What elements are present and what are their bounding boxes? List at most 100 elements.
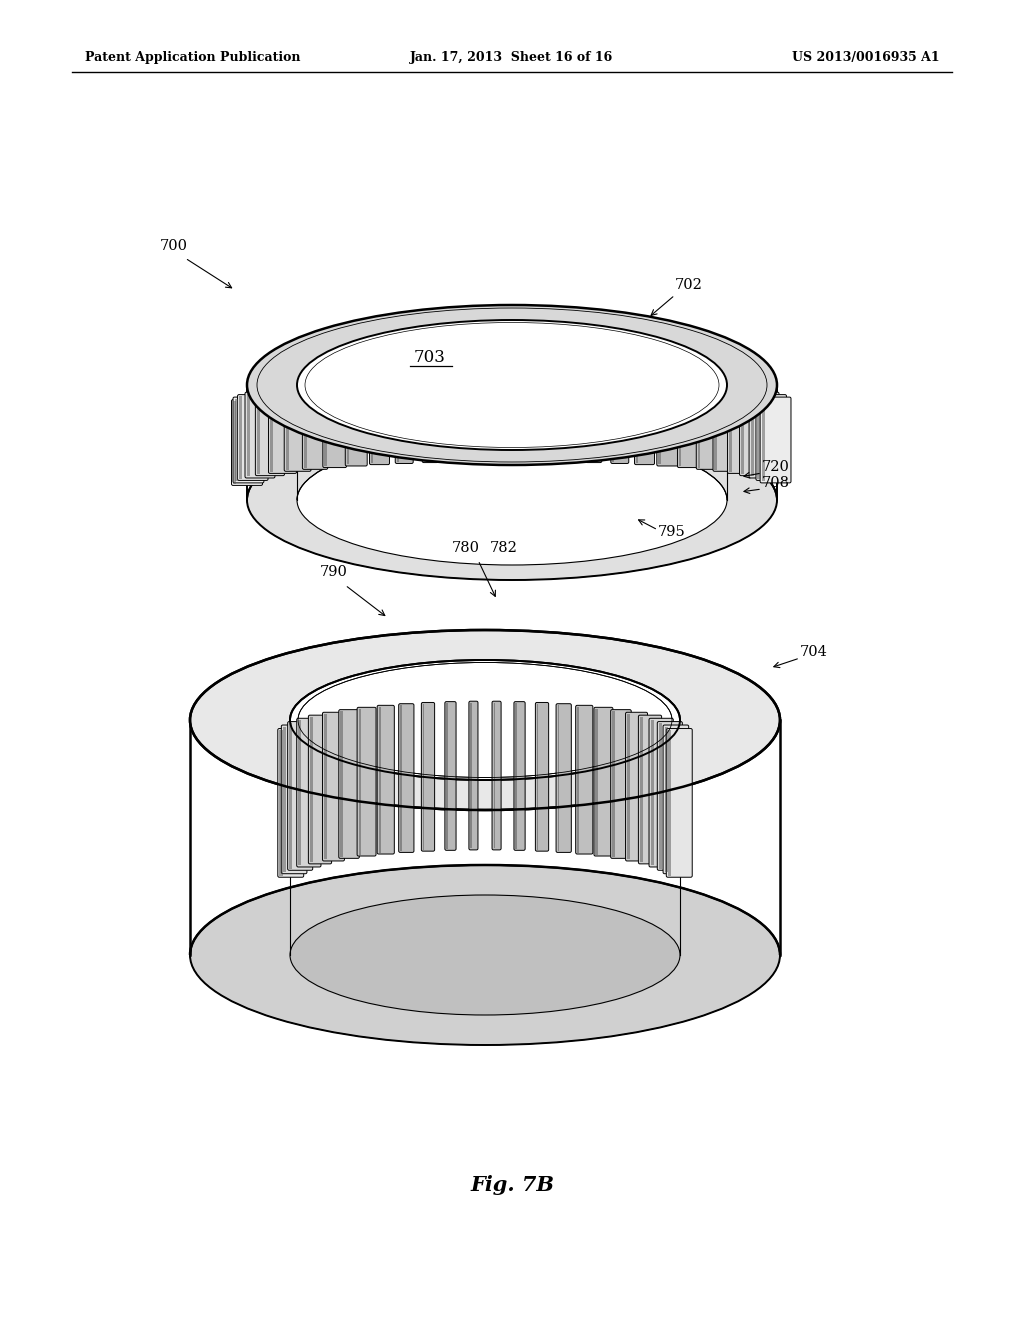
Ellipse shape <box>247 305 777 465</box>
FancyBboxPatch shape <box>377 705 394 854</box>
Bar <box>741 391 744 474</box>
FancyBboxPatch shape <box>285 385 311 471</box>
FancyBboxPatch shape <box>398 704 414 853</box>
Bar <box>751 393 754 477</box>
Bar <box>304 385 306 467</box>
Text: 782: 782 <box>490 541 518 554</box>
Text: 702: 702 <box>675 279 702 292</box>
Bar <box>665 726 668 873</box>
FancyBboxPatch shape <box>678 381 701 467</box>
FancyBboxPatch shape <box>478 376 489 462</box>
FancyBboxPatch shape <box>469 701 478 850</box>
FancyBboxPatch shape <box>233 397 264 483</box>
Bar <box>423 704 424 850</box>
Ellipse shape <box>297 436 727 565</box>
Text: 703: 703 <box>414 350 445 367</box>
Text: Jan. 17, 2013  Sheet 16 of 16: Jan. 17, 2013 Sheet 16 of 16 <box>411 51 613 65</box>
FancyBboxPatch shape <box>610 710 631 858</box>
Text: 708: 708 <box>762 477 790 490</box>
Bar <box>371 380 373 463</box>
Bar <box>247 393 250 477</box>
Bar <box>697 385 700 467</box>
FancyBboxPatch shape <box>492 701 501 850</box>
FancyBboxPatch shape <box>649 718 674 867</box>
Bar <box>668 730 671 875</box>
Bar <box>557 705 559 851</box>
Bar <box>612 379 614 462</box>
Bar <box>396 379 398 462</box>
FancyBboxPatch shape <box>536 702 549 851</box>
FancyBboxPatch shape <box>760 397 791 483</box>
Ellipse shape <box>290 895 680 1015</box>
Bar <box>762 399 765 482</box>
Text: 704: 704 <box>800 645 827 659</box>
Bar <box>658 723 663 869</box>
FancyBboxPatch shape <box>308 715 332 863</box>
Bar <box>729 389 732 473</box>
Bar <box>233 401 237 484</box>
FancyBboxPatch shape <box>444 702 456 850</box>
FancyBboxPatch shape <box>345 380 368 466</box>
FancyBboxPatch shape <box>278 729 304 878</box>
Text: 720: 720 <box>762 459 790 474</box>
Text: 700: 700 <box>160 239 188 253</box>
FancyBboxPatch shape <box>238 395 268 480</box>
FancyBboxPatch shape <box>586 376 602 462</box>
FancyBboxPatch shape <box>339 710 359 858</box>
Text: 795: 795 <box>658 525 686 539</box>
Text: 790: 790 <box>319 565 348 579</box>
FancyBboxPatch shape <box>635 379 654 465</box>
Bar <box>298 719 301 866</box>
Bar <box>379 706 381 853</box>
Bar <box>588 379 589 461</box>
FancyBboxPatch shape <box>268 388 297 474</box>
Bar <box>324 714 327 859</box>
FancyBboxPatch shape <box>422 376 438 462</box>
FancyBboxPatch shape <box>739 389 769 475</box>
Bar <box>612 711 614 857</box>
Bar <box>480 378 481 461</box>
Ellipse shape <box>190 630 780 810</box>
FancyBboxPatch shape <box>575 705 593 854</box>
Text: Fig. 7B: Fig. 7B <box>470 1175 554 1195</box>
FancyBboxPatch shape <box>323 381 346 467</box>
Text: 780: 780 <box>452 541 480 554</box>
FancyBboxPatch shape <box>514 702 525 850</box>
FancyBboxPatch shape <box>727 388 756 474</box>
FancyBboxPatch shape <box>245 392 274 478</box>
FancyBboxPatch shape <box>560 376 573 462</box>
Bar <box>640 717 643 862</box>
Bar <box>283 726 286 873</box>
FancyBboxPatch shape <box>594 708 613 855</box>
FancyBboxPatch shape <box>451 376 464 462</box>
FancyBboxPatch shape <box>297 718 321 867</box>
Text: Patent Application Publication: Patent Application Publication <box>85 51 300 65</box>
Bar <box>658 381 660 465</box>
FancyBboxPatch shape <box>638 715 662 863</box>
Bar <box>715 387 718 470</box>
FancyBboxPatch shape <box>657 722 682 870</box>
Text: US 2013/0016935 A1: US 2013/0016935 A1 <box>793 51 940 65</box>
Bar <box>758 396 761 479</box>
Bar <box>537 704 539 850</box>
Bar <box>424 379 425 461</box>
Bar <box>509 378 511 459</box>
Bar <box>270 389 273 473</box>
FancyBboxPatch shape <box>302 384 328 470</box>
Bar <box>536 378 537 461</box>
Bar <box>679 383 681 466</box>
FancyBboxPatch shape <box>750 392 779 478</box>
Ellipse shape <box>190 865 780 1045</box>
FancyBboxPatch shape <box>756 395 786 480</box>
FancyBboxPatch shape <box>556 704 571 853</box>
FancyBboxPatch shape <box>288 722 312 870</box>
Bar <box>280 730 283 875</box>
FancyBboxPatch shape <box>231 400 262 486</box>
Bar <box>289 723 293 869</box>
FancyBboxPatch shape <box>664 725 689 874</box>
Bar <box>562 378 563 461</box>
FancyBboxPatch shape <box>323 713 344 861</box>
Bar <box>257 391 260 474</box>
Bar <box>636 380 638 463</box>
Bar <box>446 704 447 849</box>
